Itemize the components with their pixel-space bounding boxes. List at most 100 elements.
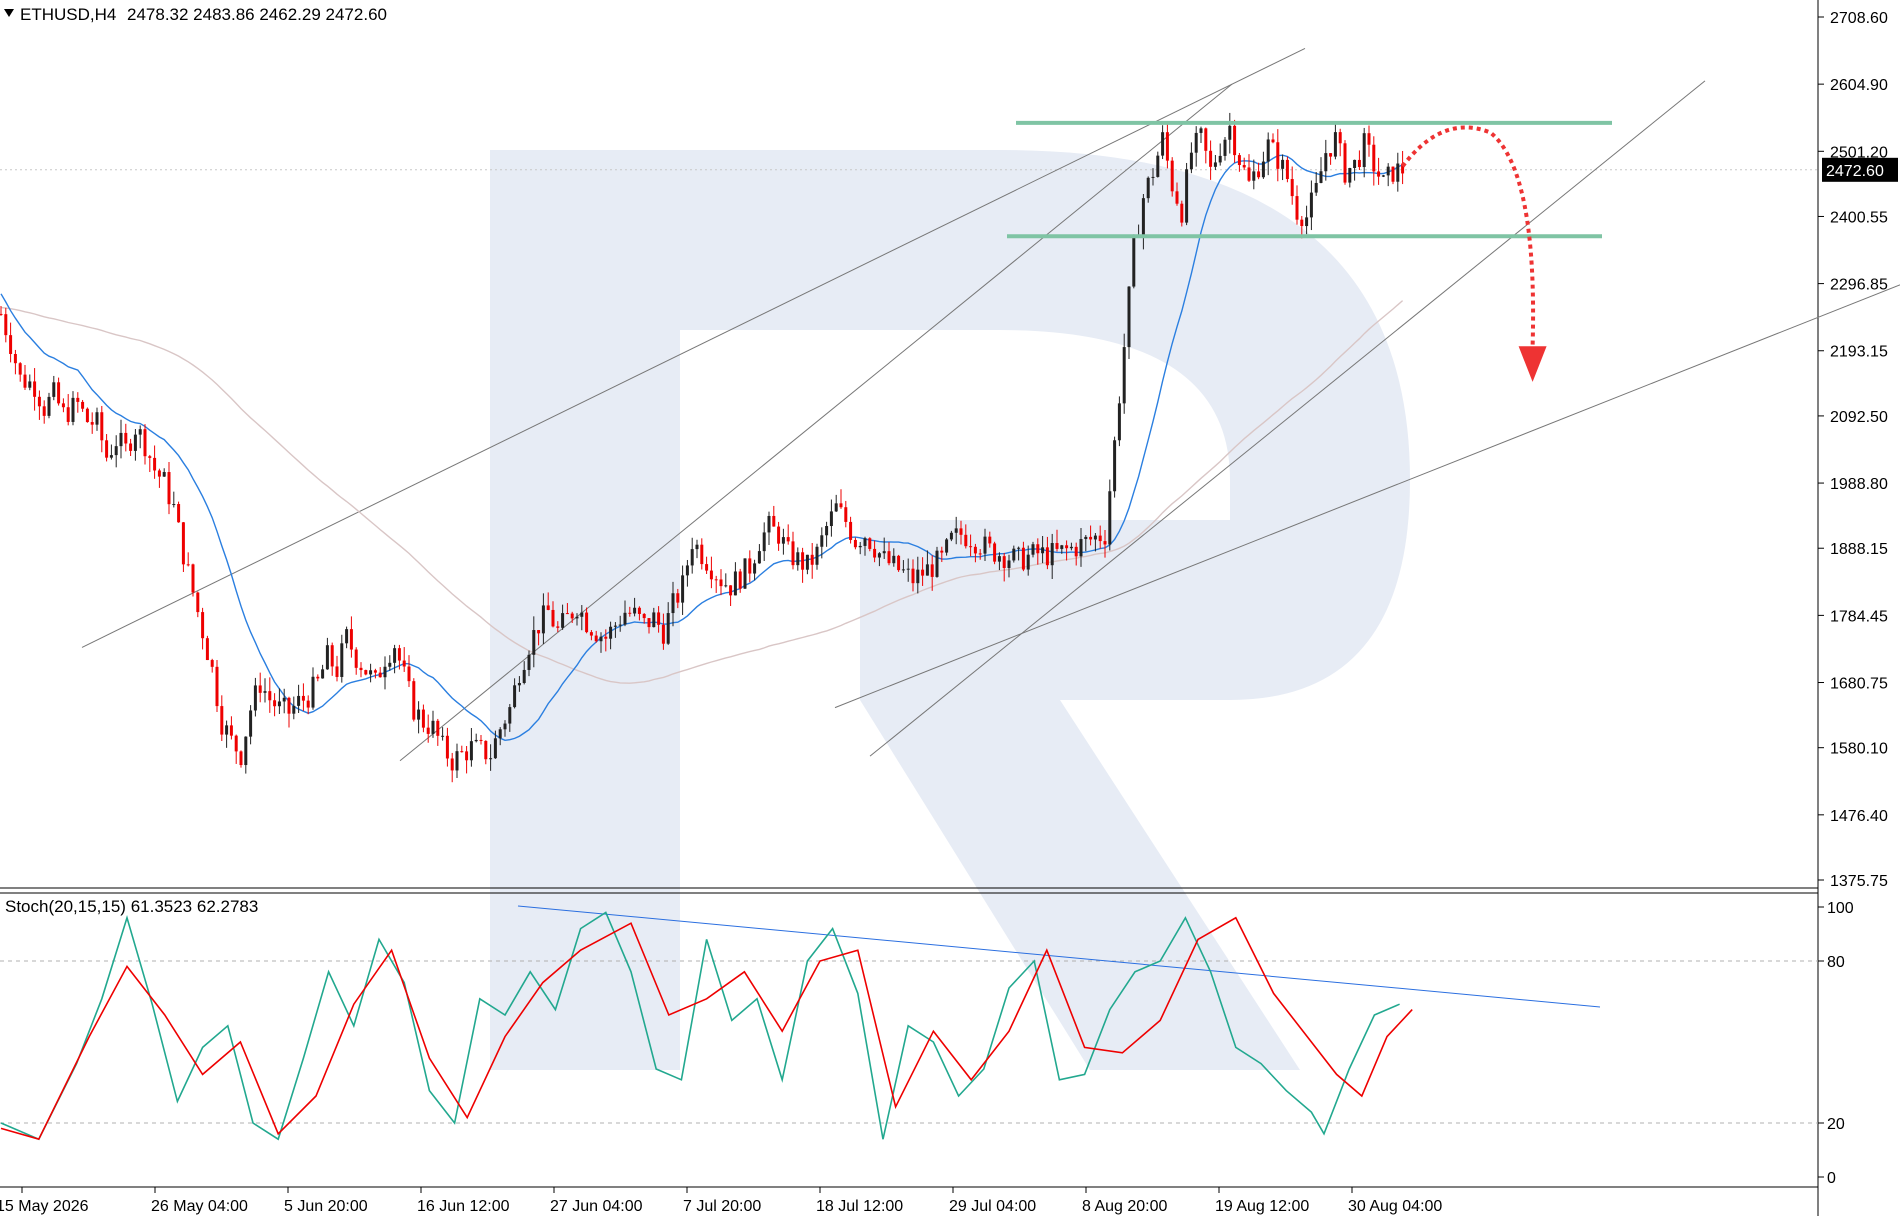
candle-body bbox=[1189, 152, 1193, 170]
candle-body bbox=[157, 470, 161, 477]
stoch-trend-line[interactable] bbox=[517, 905, 1601, 1008]
current-price-badge: 2472.60 bbox=[1822, 157, 1898, 182]
candle-body bbox=[119, 432, 123, 447]
candle-body bbox=[493, 738, 497, 759]
candle-body bbox=[450, 758, 454, 771]
time-tick-label: 30 Aug 04:00 bbox=[1348, 1198, 1442, 1215]
candle-body bbox=[0, 313, 3, 315]
candle-body bbox=[1151, 176, 1155, 178]
candle-body bbox=[517, 682, 521, 686]
candle-body bbox=[1266, 139, 1270, 162]
candle-body bbox=[33, 381, 37, 397]
stoch-indicator-label: Stoch(20,15,15) 61.3523 62.2783 bbox=[5, 897, 258, 916]
support-resistance[interactable] bbox=[1007, 120, 1612, 239]
candle-body bbox=[810, 554, 814, 565]
candle-body bbox=[1237, 155, 1241, 166]
candle-body bbox=[930, 564, 934, 577]
candle-body bbox=[1113, 440, 1117, 492]
candle-body bbox=[373, 670, 377, 673]
candle-body bbox=[412, 681, 416, 720]
candle-body bbox=[105, 440, 109, 458]
candle-body bbox=[397, 648, 401, 661]
candle-body bbox=[417, 709, 421, 720]
price-axis[interactable]: 2708.60 2604.90 2501.20 2400.55 2296.85 2193.… bbox=[1818, 10, 1888, 890]
candle-body bbox=[143, 429, 147, 457]
candle-body bbox=[138, 429, 142, 435]
candle-body bbox=[657, 612, 661, 625]
candle-body bbox=[925, 564, 929, 576]
candle-body bbox=[599, 636, 603, 642]
candle-body bbox=[1391, 166, 1395, 182]
candle-body bbox=[349, 629, 353, 650]
candle-body bbox=[301, 695, 305, 701]
candle-body bbox=[258, 685, 262, 693]
candle-body bbox=[325, 645, 329, 670]
candle-body bbox=[95, 412, 99, 425]
candle-body bbox=[297, 695, 301, 706]
candle-body bbox=[205, 638, 209, 661]
candle-body bbox=[239, 751, 243, 766]
candle-body bbox=[1012, 548, 1016, 561]
candle-body bbox=[81, 401, 85, 409]
trendline[interactable] bbox=[834, 284, 1900, 709]
time-tick-label: 5 Jun 20:00 bbox=[284, 1198, 368, 1215]
candle-body bbox=[277, 701, 281, 707]
candle-body bbox=[527, 654, 531, 670]
trendline[interactable] bbox=[399, 83, 1233, 762]
candle-body bbox=[868, 538, 872, 549]
candles bbox=[0, 112, 1405, 783]
candle-body bbox=[42, 406, 46, 416]
candle-body bbox=[858, 545, 862, 548]
candle-body bbox=[714, 579, 718, 581]
stoch-trendline[interactable] bbox=[517, 905, 1601, 1008]
candle-body bbox=[705, 564, 709, 571]
price-tick-label: 2400.55 bbox=[1830, 209, 1888, 226]
candle-body bbox=[609, 626, 613, 639]
candle-body bbox=[441, 735, 445, 737]
candle-body bbox=[1300, 219, 1304, 227]
candle-body bbox=[474, 739, 478, 742]
time-tick-label: 15 May 2026 bbox=[0, 1198, 89, 1215]
time-tick-label: 16 Jun 12:00 bbox=[417, 1198, 510, 1215]
time-tick-label: 7 Jul 20:00 bbox=[683, 1198, 761, 1215]
candle-body bbox=[772, 515, 776, 527]
candle-body bbox=[292, 705, 296, 714]
candle-body bbox=[1223, 139, 1227, 156]
candle-body bbox=[901, 569, 905, 571]
candle-body bbox=[383, 666, 387, 678]
candle-body bbox=[1401, 163, 1405, 174]
trendlines[interactable] bbox=[81, 48, 1900, 762]
candle-body bbox=[719, 579, 723, 587]
candle-body bbox=[988, 536, 992, 544]
candle-body bbox=[76, 397, 80, 402]
candle-body bbox=[201, 612, 205, 639]
candle-body bbox=[513, 685, 517, 708]
candle-body bbox=[777, 526, 781, 544]
price-tick-label: 1580.10 bbox=[1830, 741, 1888, 758]
candle-body bbox=[829, 511, 833, 527]
candle-body bbox=[215, 666, 219, 707]
candle-body bbox=[839, 503, 843, 508]
time-axis[interactable]: 15 May 2026 26 May 04:00 5 Jun 20:00 16 Jun… bbox=[0, 1187, 1442, 1215]
forecast-arrowhead bbox=[1518, 346, 1547, 382]
candle-body bbox=[1021, 547, 1025, 570]
candle-body bbox=[853, 539, 857, 548]
candle-body bbox=[623, 612, 627, 625]
price-tick-label: 1476.40 bbox=[1830, 808, 1888, 825]
candle-body bbox=[570, 613, 574, 619]
stoch-tick-label: 0 bbox=[1827, 1170, 1836, 1187]
stoch-axis: 100 80 20 0 bbox=[1818, 900, 1854, 1187]
dropdown-triangle-icon[interactable] bbox=[4, 9, 14, 17]
candle-body bbox=[191, 564, 195, 593]
candle-body bbox=[263, 691, 267, 693]
candle-body bbox=[359, 667, 363, 671]
trendline[interactable] bbox=[869, 80, 1706, 757]
candle-body bbox=[546, 605, 550, 610]
candle-body bbox=[85, 408, 89, 423]
candle-body bbox=[1305, 217, 1309, 227]
ma-fast-path bbox=[0, 154, 1403, 742]
trendline[interactable] bbox=[81, 48, 1306, 648]
candle-body bbox=[407, 666, 411, 682]
candle-body bbox=[1228, 125, 1232, 140]
